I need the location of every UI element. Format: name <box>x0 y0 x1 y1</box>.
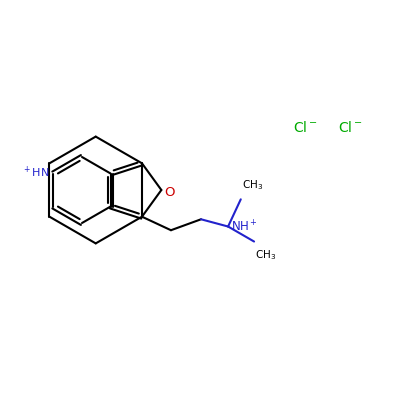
Text: NH$^+$: NH$^+$ <box>231 219 258 234</box>
Text: $^+$HN: $^+$HN <box>22 165 50 180</box>
Text: CH$_3$: CH$_3$ <box>242 178 263 192</box>
Text: CH$_3$: CH$_3$ <box>255 248 276 262</box>
Text: O: O <box>164 186 175 198</box>
Text: Cl$^-$: Cl$^-$ <box>338 120 362 136</box>
Text: Cl$^-$: Cl$^-$ <box>293 120 317 136</box>
